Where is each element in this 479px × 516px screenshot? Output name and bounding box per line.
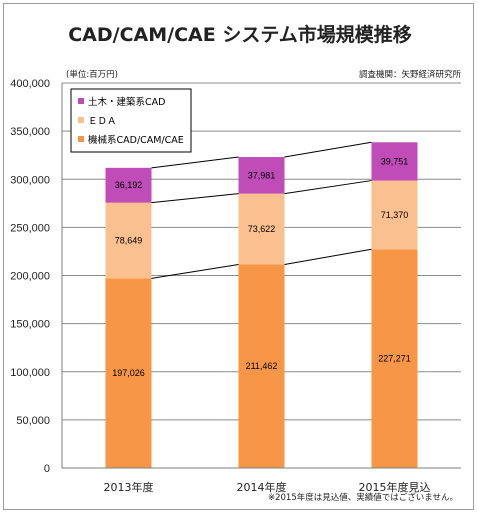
series-connector-line <box>284 180 372 195</box>
bar-segment <box>238 157 285 194</box>
bar-segment <box>238 193 285 265</box>
series-connector-line <box>151 156 239 169</box>
legend-entry: 土木・建築系CAD <box>88 96 165 108</box>
data-label: 197,026 <box>112 368 145 378</box>
bar-segment <box>105 167 152 203</box>
data-label: 211,462 <box>246 361 278 371</box>
x-category-label: 2015年度見込 <box>359 480 431 494</box>
data-label: 71,370 <box>381 210 409 220</box>
bar-segment <box>105 278 152 468</box>
footnote: ※2015年度は見込値、実績値ではございません。 <box>268 492 458 503</box>
y-tick-label: 250,000 <box>10 222 50 234</box>
data-label: 37,981 <box>248 170 276 180</box>
y-tick-label: 200,000 <box>10 271 50 283</box>
legend-swatch <box>78 117 84 123</box>
bar-segment <box>238 264 285 468</box>
y-tick-label: 50,000 <box>16 415 50 427</box>
legend-entry: 機械系CAD/CAM/CAE <box>88 134 184 146</box>
legend-swatch <box>78 136 84 142</box>
data-label: 78,649 <box>115 236 143 246</box>
bar-segment <box>371 180 418 250</box>
bar-segment <box>105 202 152 279</box>
x-category-label: 2014年度 <box>237 480 287 494</box>
legend-swatch <box>78 98 84 104</box>
series-connector-line <box>151 193 239 204</box>
legend-entry: ＥＤＡ <box>88 116 117 127</box>
data-label: 73,622 <box>248 224 276 234</box>
chart-title: CAD/CAM/CAE システム市場規模推移 <box>68 23 412 46</box>
series-connector-line <box>284 141 372 158</box>
y-tick-label: 400,000 <box>10 78 50 90</box>
source-note: 調査機関：矢野経済研究所 <box>359 69 462 80</box>
data-label: 36,192 <box>115 180 143 190</box>
y-tick-label: 0 <box>44 463 50 475</box>
bar-segment <box>371 249 418 468</box>
y-tick-label: 150,000 <box>10 319 50 331</box>
y-tick-label: 100,000 <box>10 367 50 379</box>
legend-box <box>70 88 192 153</box>
series-connector-line <box>151 263 239 279</box>
data-label: 39,751 <box>381 156 409 166</box>
bar-segment <box>371 142 418 181</box>
x-category-label: 2013年度 <box>104 480 154 494</box>
y-tick-label: 350,000 <box>10 126 50 138</box>
y-tick-label: 300,000 <box>10 174 50 186</box>
unit-note: (単位:百万円) <box>66 69 118 80</box>
series-connector-line <box>284 248 372 265</box>
data-label: 227,271 <box>378 354 411 364</box>
